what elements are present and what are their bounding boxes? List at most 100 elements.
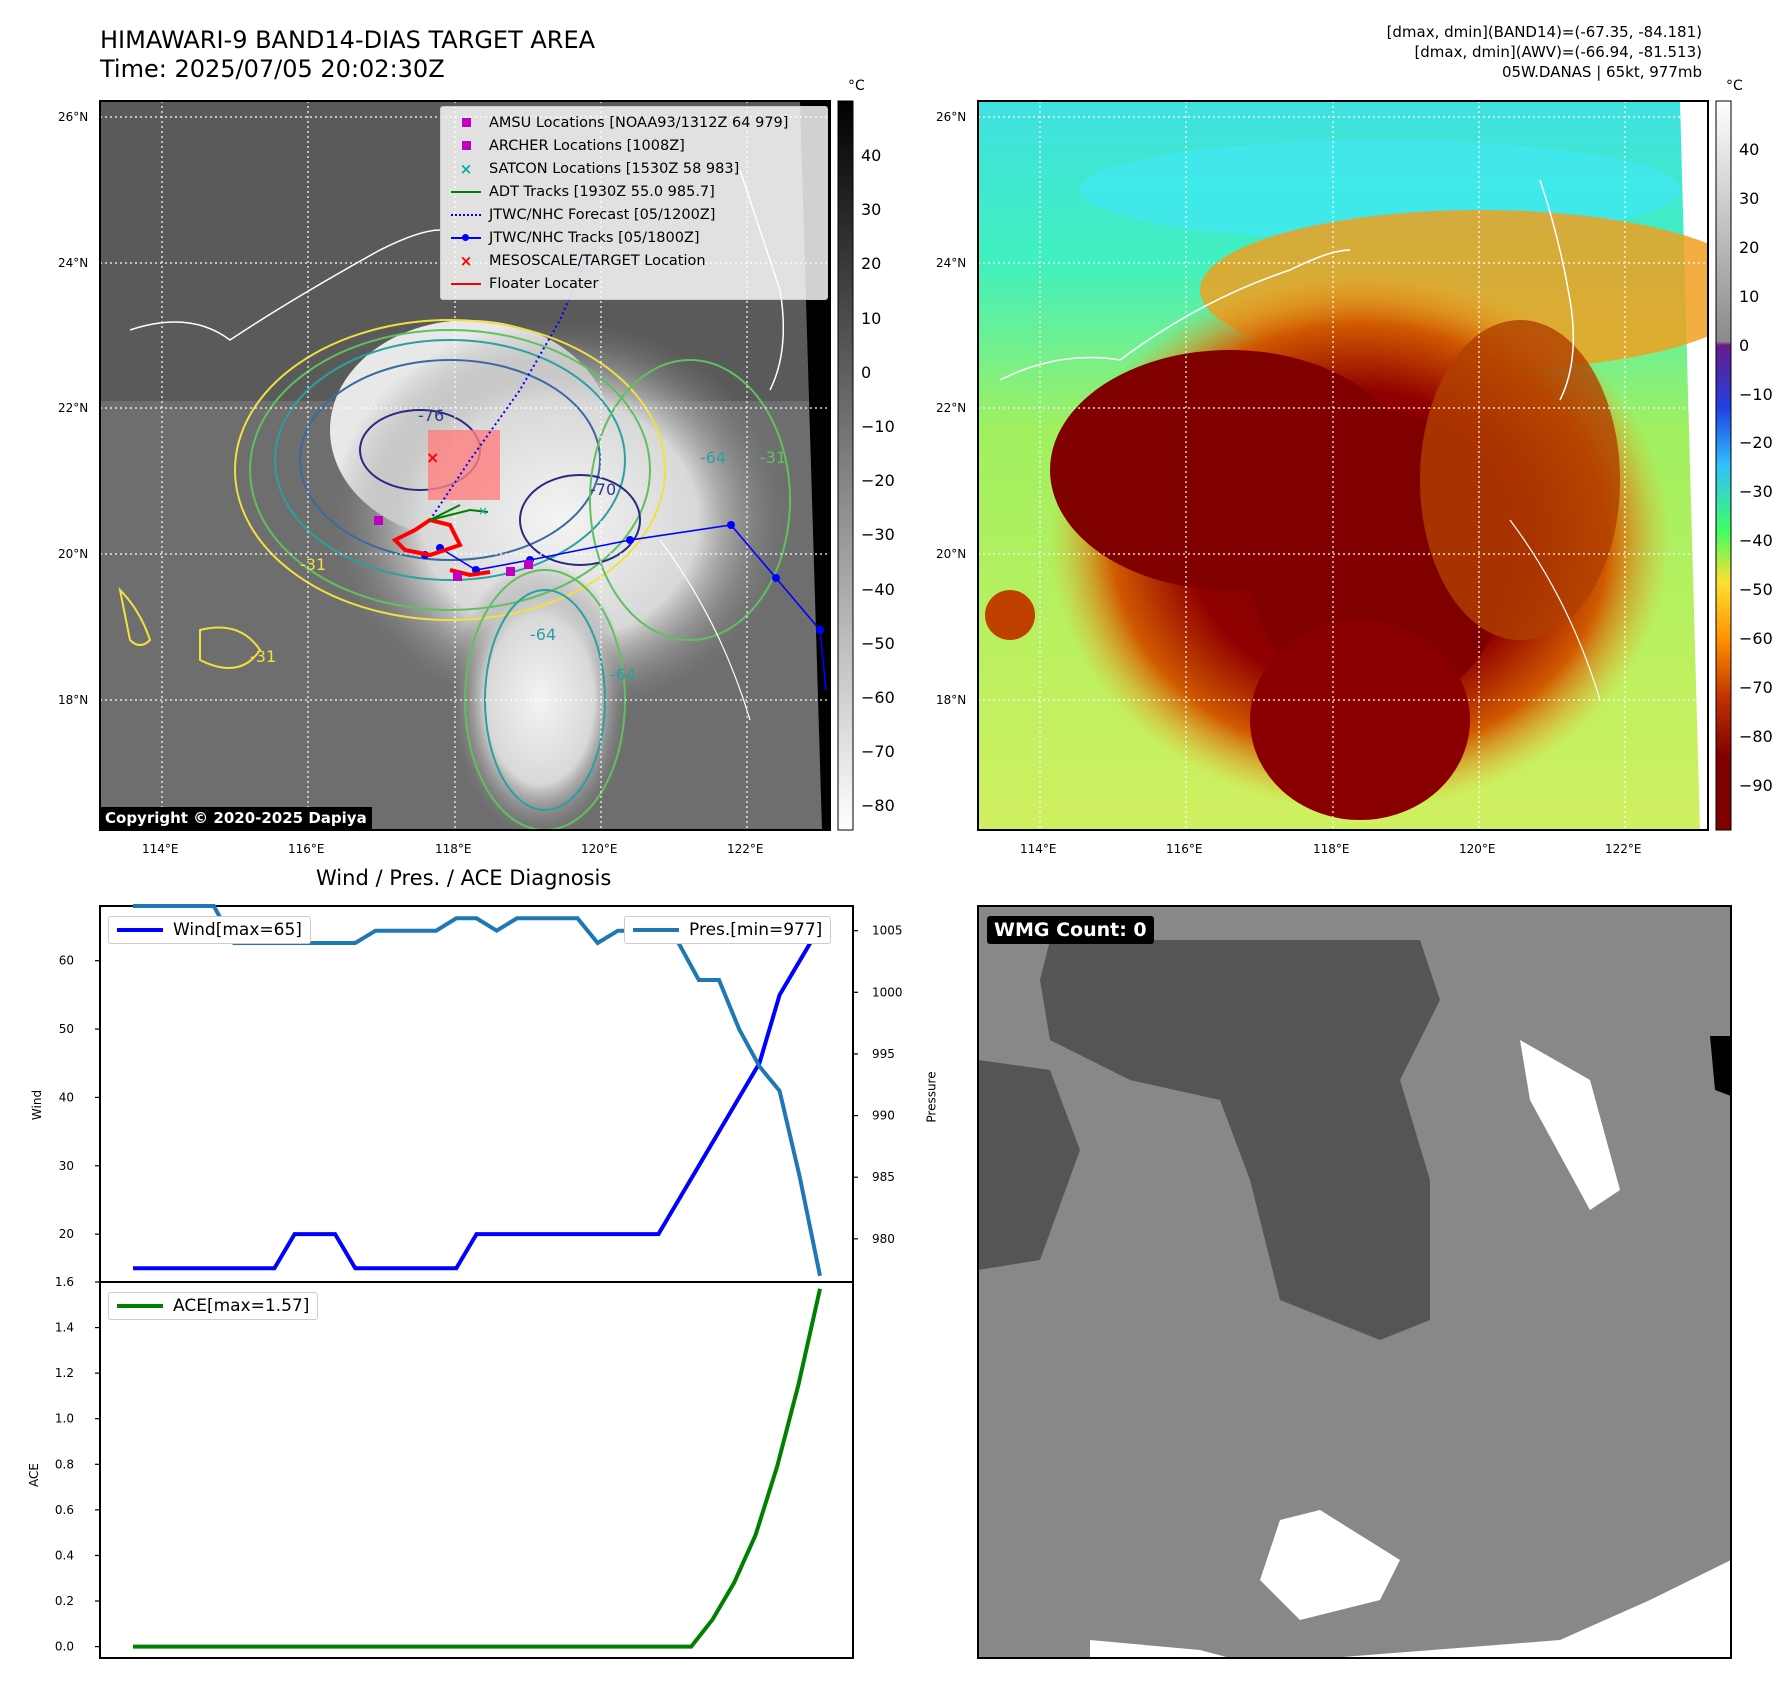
y-tick-label: 40 [59, 1090, 74, 1104]
map-legend-symbol [449, 233, 483, 241]
colorbar-tick: −40 [861, 579, 895, 599]
colorbar-unit: °C [1726, 78, 1743, 94]
contour-label: -31 [250, 647, 276, 666]
lat-label: 18°N [58, 693, 89, 707]
map-legend-label: JTWC/NHC Tracks [05/1800Z] [489, 229, 700, 246]
lon-label: 114°E [142, 842, 179, 856]
colorbar-tick: 40 [1739, 140, 1760, 159]
band14-colorbar [837, 100, 854, 831]
lat-label: 24°N [58, 256, 89, 270]
title-line-2: Time: 2025/07/05 20:02:30Z [100, 55, 445, 83]
wind-line [133, 925, 822, 1271]
colorbar-tick: 10 [1739, 286, 1760, 306]
y-tick-label: 1.4 [55, 1321, 74, 1335]
map-legend-label: ADT Tracks [1930Z 55.0 985.7] [489, 183, 715, 200]
colorbar-tick: −70 [1739, 677, 1773, 697]
map-legend-label: AMSU Locations [NOAA93/1312Z 64 979] [489, 114, 789, 131]
colorbar-tick: −50 [861, 633, 895, 653]
y-tick-label: 0.2 [55, 1594, 74, 1608]
colorbar-tick: −20 [861, 471, 895, 491]
lat-label: 20°N [936, 547, 967, 561]
colorbar-tick: −60 [1739, 629, 1773, 648]
pressure-line [133, 904, 822, 1277]
lon-label: 122°E [1605, 842, 1642, 856]
pressure-legend-swatch [633, 928, 679, 932]
y-tick-label: 995 [872, 1047, 895, 1061]
colorbar-tick: −30 [861, 525, 895, 545]
colorbar-tick: −20 [1739, 433, 1773, 453]
map-legend-item: JTWC/NHC Tracks [05/1800Z] [449, 226, 819, 249]
lat-label: 26°N [936, 110, 967, 124]
contour-label: -64 [610, 665, 636, 684]
lon-label: 116°E [1166, 842, 1203, 856]
wind-axis-label: Wind [30, 1089, 45, 1121]
map-legend-label: ARCHER Locations [1008Z] [489, 137, 685, 154]
y-tick-label: 1005 [872, 924, 903, 938]
colorbar-tick: −30 [1739, 482, 1773, 502]
wind-legend: Wind[max=65] [108, 916, 311, 944]
colorbar-tick: −80 [861, 796, 895, 816]
colorbar-tick: −10 [1739, 384, 1773, 404]
map-legend-item: Floater Locater [449, 272, 819, 295]
colorbar-tick: 20 [1739, 237, 1760, 257]
y-tick-label: 980 [872, 1232, 895, 1246]
y-tick-label: 990 [872, 1109, 895, 1123]
wind-legend-label: Wind[max=65] [173, 920, 302, 940]
svg-text:×: × [478, 504, 488, 518]
pressure-legend: Pres.[min=977] [624, 916, 832, 944]
map-legend-item: × MESOSCALE/TARGET Location [449, 249, 819, 272]
y-tick-label: 20 [59, 1227, 74, 1241]
map-legend-item: ARCHER Locations [1008Z] [449, 134, 819, 157]
y-tick-label: 60 [59, 954, 74, 968]
chart-ticks: 20 30 40 50 60 980 985 990 995 1000 1005 0.0 0.2 0.4 0… [55, 924, 903, 1654]
diagnosis-title: Wind / Pres. / ACE Diagnosis [316, 866, 612, 890]
wind-legend-swatch [117, 928, 163, 932]
contour-label: -70 [590, 480, 616, 499]
map-legend-symbol: × [459, 251, 473, 270]
ace-line [133, 1288, 822, 1649]
ace-axes [99, 1281, 854, 1659]
y-tick-label: 985 [872, 1170, 895, 1184]
lat-label: 26°N [58, 110, 89, 124]
lon-label: 114°E [1020, 842, 1057, 856]
y-tick-label: 30 [59, 1159, 74, 1173]
lat-label: 18°N [936, 693, 967, 707]
ace-series [132, 1288, 822, 1649]
wmg-panel [978, 906, 1731, 1658]
awv-map-frame [977, 100, 1709, 831]
map-legend-item: × SATCON Locations [1530Z 58 983] [449, 157, 819, 180]
lon-label: 116°E [288, 842, 325, 856]
colorbar-tick: 0 [1739, 335, 1750, 355]
colorbar-tick: −50 [1739, 580, 1773, 600]
y-tick-label: 0.4 [55, 1548, 74, 1562]
stats-awv: [dmax, dmin](AWV)=(-66.94, -81.513) [1414, 43, 1702, 61]
colorbar-tick: −70 [861, 742, 895, 762]
stats-block: [dmax, dmin](BAND14)=(-67.35, -84.181) [… [1387, 22, 1702, 82]
map-legend-item: ADT Tracks [1930Z 55.0 985.7] [449, 180, 819, 203]
colorbar-tick: 30 [861, 200, 882, 220]
colorbar-tick: −40 [1739, 531, 1773, 551]
map-legend-symbol [449, 190, 483, 193]
y-tick-label: 1.2 [55, 1366, 74, 1380]
copyright-label: Copyright © 2020-2025 Dapiya [100, 807, 372, 829]
y-tick-label: 1000 [872, 985, 903, 999]
map-legend-symbol [449, 141, 483, 150]
wmg-frame [977, 905, 1732, 1659]
map-legend-symbol: × [459, 159, 473, 178]
lat-label: 22°N [58, 401, 89, 415]
colorbar-tick: 20 [861, 254, 882, 274]
ace-axis-label: ACE [26, 1463, 41, 1487]
y-tick-label: 0.0 [55, 1640, 74, 1654]
y-tick-label: 0.8 [55, 1457, 74, 1471]
pressure-legend-label: Pres.[min=977] [689, 920, 823, 940]
ace-legend-swatch [117, 1304, 163, 1308]
colorbar-tick: −60 [861, 688, 895, 707]
contour-label: -31 [300, 555, 326, 574]
contour-label: -76 [418, 406, 444, 425]
wmg-count-badge: WMG Count: 0 [987, 916, 1154, 944]
contour-label: -64 [530, 625, 556, 644]
colorbar-unit: °C [848, 78, 865, 94]
map-legend-label: MESOSCALE/TARGET Location [489, 252, 706, 269]
awv-map [978, 101, 1708, 830]
